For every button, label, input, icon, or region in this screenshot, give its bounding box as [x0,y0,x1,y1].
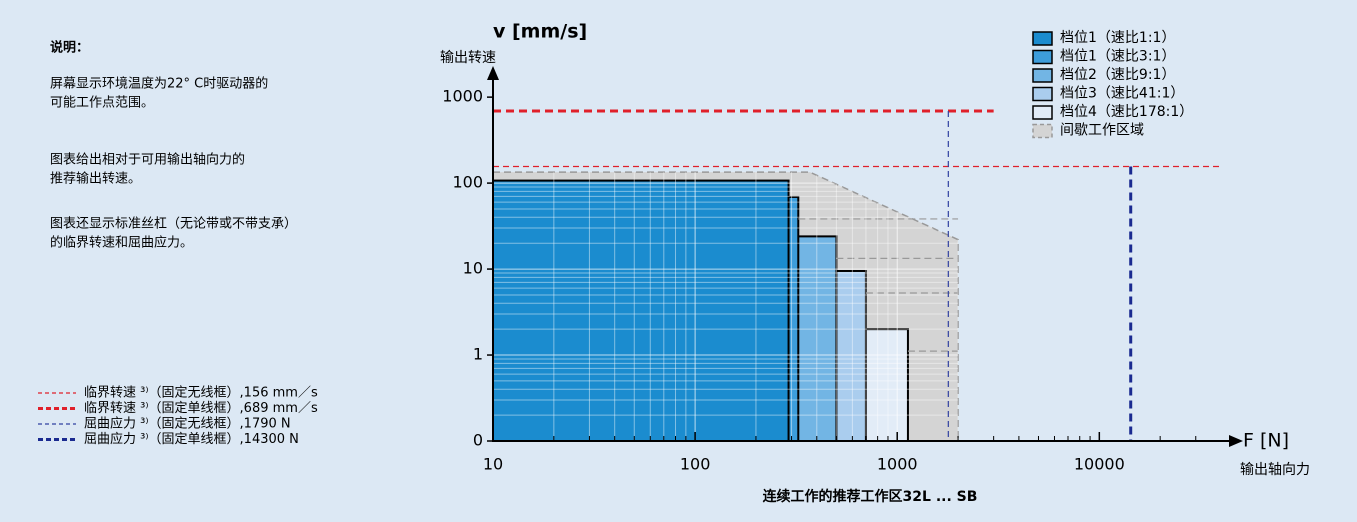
legend-label: 档位3（速比41:1） [1060,86,1184,102]
x-sublabel: 输出轴向力 [1240,462,1310,478]
y-tick-label: 1 [473,345,483,364]
legend-label: 档位2（速比9:1） [1060,67,1175,83]
legend-label: 屈曲应力 ³⁾（固定单线框）,14300 N [84,431,299,447]
legend-label: 档位1（速比3:1） [1060,49,1175,65]
y-tick-label: 10 [463,259,483,278]
y-tick-label: 1000 [442,87,483,106]
note-line: 图表还显示标准丝杠（无论带或不带支承） [50,216,297,232]
x-tick-label: 1000 [877,455,918,474]
legend-label: 档位4（速比178:1） [1060,104,1193,120]
y-tick-label: 100 [452,173,483,192]
x-tick-label: 100 [680,455,711,474]
x-tick-label: 10 [483,455,503,474]
x-label: F [N] [1243,430,1289,452]
note-line: 推荐输出转速。 [50,171,141,187]
legend-swatch [1032,68,1053,83]
notes-title: 说明： [50,40,89,56]
chart-title: 连续工作的推荐工作区32L ... SB [763,488,978,505]
y-label: v [mm/s] [493,21,587,43]
note-line: 可能工作点范围。 [50,96,154,111]
y-arrow [487,66,499,80]
y-tick-label: 0 [473,431,483,450]
y-sublabel: 输出转速 [440,50,496,66]
note-line: 图表给出相对于可用输出轴向力的 [50,152,245,168]
note-line: 屏幕显示环境温度为22° C时驱动器的 [50,76,268,92]
legend-swatch [1032,123,1053,139]
legend-label: 临界转速 ³⁾（固定无线框）,156 mm／s [84,386,318,401]
legend-swatch [1032,49,1053,65]
x-tick-label: 10000 [1074,455,1125,474]
x-arrow [1229,435,1243,447]
grid [493,172,959,441]
legend-swatch [1032,86,1053,102]
legend-label: 屈曲应力 ³⁾（固定无线框）,1790 N [84,416,291,432]
legend-label: 临界转速 ³⁾（固定单线框）,689 mm／s [84,401,318,416]
legend-label: 间歇工作区域 [1060,123,1144,139]
note-line: 的临界转速和屈曲应力。 [50,235,193,251]
legend-label: 档位1（速比1:1） [1060,30,1175,46]
gear-box [492,179,790,443]
legend-swatch [1032,105,1053,120]
legend-swatch [1032,31,1053,46]
